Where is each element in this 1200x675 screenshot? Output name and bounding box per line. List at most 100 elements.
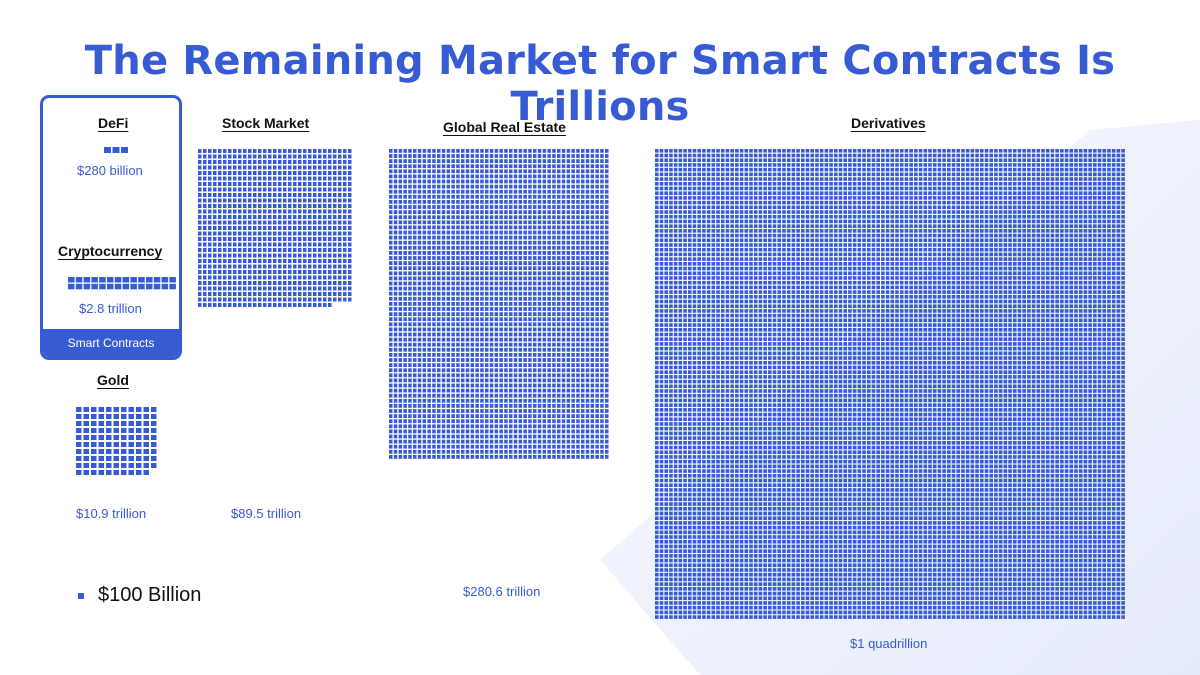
waffle-square <box>403 271 407 276</box>
waffle-square <box>829 149 833 153</box>
waffle-square <box>475 455 479 459</box>
waffle-square <box>437 307 441 311</box>
waffle-square <box>213 176 217 181</box>
waffle-square <box>243 286 247 291</box>
waffle-square <box>451 291 455 296</box>
waffle-square <box>542 378 547 383</box>
waffle-square <box>198 303 202 307</box>
waffle-square <box>248 297 252 302</box>
waffle-square <box>504 312 508 316</box>
waffle-square <box>499 434 503 439</box>
waffle-square <box>318 297 322 302</box>
waffle-square <box>389 307 393 311</box>
waffle-square <box>518 276 523 281</box>
waffle-square <box>711 172 716 177</box>
waffle-square <box>121 463 127 468</box>
waffle-square <box>1102 172 1107 177</box>
waffle-square <box>1097 177 1102 181</box>
waffle-square <box>437 174 441 179</box>
waffle-square <box>989 191 994 195</box>
waffle-square <box>480 159 484 163</box>
waffle-square <box>143 428 149 433</box>
waffle-square <box>83 407 89 412</box>
waffle-square <box>343 171 347 175</box>
waffle-square <box>542 296 547 301</box>
waffle-square <box>547 159 551 163</box>
waffle-square <box>590 286 595 291</box>
waffle-square <box>489 444 494 449</box>
waffle-square <box>461 444 465 449</box>
waffle-square <box>1107 158 1111 163</box>
waffle-square <box>243 242 247 247</box>
waffle-square <box>504 291 508 296</box>
waffle-square <box>914 167 918 172</box>
waffle-square <box>328 226 332 230</box>
waffle-square <box>542 455 547 459</box>
waffle-square <box>576 409 580 413</box>
waffle-square <box>143 470 149 475</box>
waffle-square <box>566 256 571 260</box>
waffle-square <box>561 414 566 418</box>
waffle-square <box>590 215 595 220</box>
waffle-square <box>248 248 252 252</box>
waffle-square <box>413 164 417 169</box>
waffle-square <box>576 215 580 220</box>
waffle-square <box>427 276 431 281</box>
waffle-square <box>932 196 937 200</box>
waffle-square <box>571 184 575 189</box>
waffle-square <box>571 220 575 225</box>
waffle-square <box>318 242 322 247</box>
waffle-square <box>547 347 551 352</box>
waffle-square <box>833 158 838 163</box>
waffle-square <box>408 251 412 255</box>
waffle-square <box>389 210 393 214</box>
waffle-square <box>98 435 104 440</box>
waffle-square <box>605 353 609 357</box>
waffle-square <box>389 205 393 209</box>
waffle-square <box>198 270 202 274</box>
waffle-square <box>1064 177 1069 181</box>
waffle-square <box>213 165 217 170</box>
waffle-square <box>408 373 412 378</box>
waffle-square <box>697 186 701 191</box>
waffle-square <box>485 378 489 383</box>
waffle-square <box>970 186 975 191</box>
waffle-square <box>683 167 687 172</box>
waffle-square <box>238 297 242 302</box>
waffle-square <box>91 277 98 283</box>
waffle-square <box>318 198 322 203</box>
waffle-square <box>408 154 412 158</box>
waffle-square <box>659 177 664 181</box>
waffle-square <box>753 172 758 177</box>
waffle-square <box>566 327 571 332</box>
waffle-square <box>403 159 407 163</box>
waffle-square <box>398 159 403 163</box>
waffle-square <box>965 158 970 163</box>
waffle-square <box>590 398 595 403</box>
waffle-square <box>605 286 609 291</box>
waffle-square <box>417 404 422 408</box>
waffle-square <box>1055 186 1059 191</box>
waffle-square <box>283 237 287 241</box>
waffle-square <box>389 266 393 271</box>
waffle-square <box>542 240 547 245</box>
waffle-square <box>456 322 460 327</box>
waffle-square <box>403 261 407 265</box>
waffle-square <box>243 149 247 153</box>
waffle-square <box>528 347 532 352</box>
waffle-square <box>659 163 664 167</box>
waffle-square <box>422 159 427 163</box>
waffle-square <box>711 167 716 172</box>
waffle-square <box>1045 181 1050 186</box>
waffle-square <box>303 182 307 186</box>
waffle-square <box>422 342 427 347</box>
waffle-square <box>557 409 561 413</box>
waffle-square <box>228 171 232 175</box>
waffle-square <box>113 414 119 419</box>
waffle-square <box>513 266 518 271</box>
waffle-square <box>542 398 547 403</box>
waffle-square <box>422 449 427 454</box>
waffle-square <box>441 296 446 301</box>
waffle-square <box>605 378 609 383</box>
waffle-square <box>338 193 342 197</box>
